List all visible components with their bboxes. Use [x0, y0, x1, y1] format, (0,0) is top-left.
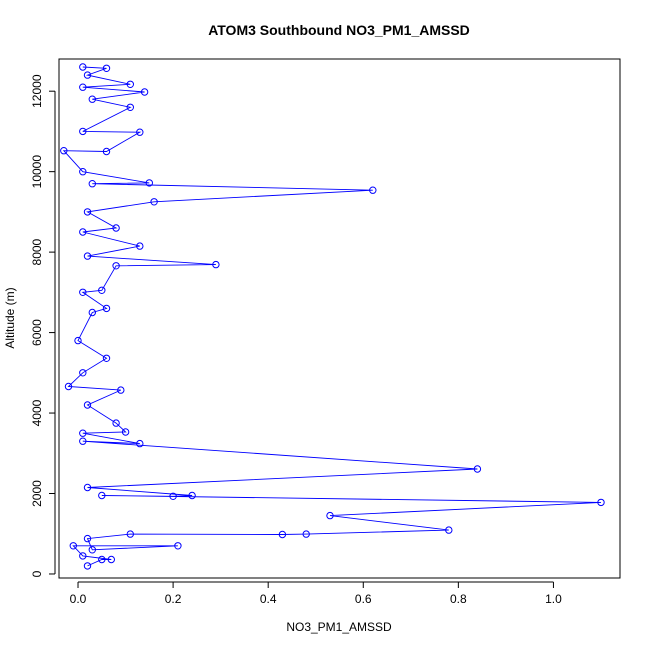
data-point	[79, 429, 87, 437]
data-point	[60, 147, 68, 155]
data-point	[79, 288, 87, 296]
x-tick-label: 0.0	[70, 592, 87, 606]
data-point	[102, 354, 111, 362]
data-point	[112, 224, 120, 232]
data-point	[117, 386, 125, 394]
data-point	[98, 491, 106, 500]
data-point	[83, 71, 92, 79]
data-point	[102, 64, 111, 73]
x-tick-label: 0.4	[260, 592, 277, 606]
data-point	[278, 530, 287, 539]
data-point	[136, 439, 144, 448]
y-tick-label: 10000	[30, 155, 44, 189]
data-point	[369, 186, 377, 194]
data-point	[79, 127, 87, 136]
data-point	[79, 552, 87, 560]
data-point	[83, 562, 92, 570]
data-point	[302, 530, 310, 538]
data-point	[102, 147, 111, 156]
x-tick-label: 0.2	[165, 592, 182, 606]
chart-title: ATOM3 Southbound NO3_PM1_AMSSD	[208, 22, 470, 38]
x-tick-label: 0.6	[355, 592, 372, 606]
data-point	[126, 103, 135, 112]
data-point	[145, 179, 154, 187]
data-point	[83, 208, 92, 216]
data-point	[212, 260, 220, 269]
data-point	[174, 542, 182, 550]
data-point	[112, 262, 120, 270]
y-tick-label: 4000	[30, 399, 44, 426]
data-point	[136, 128, 144, 136]
data-point	[83, 401, 92, 409]
data-point	[88, 180, 97, 188]
data-point	[79, 437, 87, 445]
data-point	[79, 369, 87, 377]
x-tick-label: 0.8	[450, 592, 467, 606]
data-point	[597, 498, 605, 507]
series-line	[62, 66, 602, 567]
data-point	[98, 286, 106, 294]
data-series	[60, 63, 605, 570]
data-point	[140, 88, 149, 96]
data-point	[79, 63, 87, 71]
data-point	[121, 428, 130, 436]
plot-area	[58, 58, 621, 579]
y-tick-label: 6000	[30, 319, 44, 346]
data-point	[98, 555, 106, 564]
y-tick-label: 2000	[30, 480, 44, 507]
data-point	[79, 228, 87, 236]
data-point	[88, 95, 97, 103]
data-point	[69, 542, 78, 550]
data-point	[126, 530, 135, 538]
y-tick-label: 8000	[30, 238, 44, 265]
data-point	[112, 419, 120, 427]
data-point	[169, 492, 177, 500]
data-point	[79, 83, 87, 91]
data-point	[83, 483, 92, 492]
data-point	[107, 555, 116, 564]
data-point	[326, 511, 334, 520]
data-point	[136, 242, 144, 250]
data-point	[88, 308, 97, 317]
data-point	[64, 382, 73, 391]
data-point	[150, 198, 158, 206]
data-point	[74, 336, 82, 345]
x-axis: 0.0 0.2 0.4 0.6 0.8 1.0	[70, 581, 562, 606]
y-axis: 0 2000 4000 6000 8000 10000 12000	[30, 74, 56, 577]
data-point	[83, 534, 92, 543]
data-point	[79, 168, 87, 176]
y-tick-label: 12000	[30, 74, 44, 108]
data-point	[83, 252, 92, 260]
data-point	[126, 80, 135, 89]
data-point	[88, 546, 97, 554]
data-point	[473, 465, 482, 473]
data-point	[445, 526, 453, 534]
x-tick-label: 1.0	[545, 592, 562, 606]
x-axis-label: NO3_PM1_AMSSD	[286, 620, 392, 634]
y-axis-label: Altitude (m)	[3, 287, 17, 348]
data-point	[188, 491, 196, 500]
y-tick-label: 0	[30, 570, 44, 577]
data-point	[102, 304, 111, 313]
